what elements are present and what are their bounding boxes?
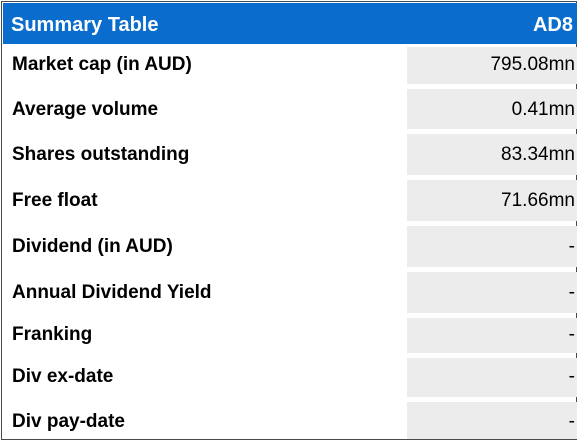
value-cell: -	[407, 272, 577, 313]
value-cell: -	[407, 318, 577, 353]
row-value: -	[568, 366, 575, 387]
value-cell: 83.34mn	[407, 134, 577, 175]
table-row-dividend: Dividend (in AUD) -	[3, 226, 577, 267]
value-cell: -	[407, 358, 577, 397]
row-label: Market cap (in AUD)	[12, 54, 192, 75]
row-label: Annual Dividend Yield	[12, 282, 212, 303]
row-label: Average volume	[12, 99, 159, 120]
table-row-shares-outstanding: Shares outstanding 83.34mn	[3, 134, 577, 175]
table-row-average-volume: Average volume 0.41mn	[3, 89, 577, 129]
ticker-symbol: AD8	[532, 14, 573, 36]
value-cell: 71.66mn	[407, 180, 577, 221]
table-title: Summary Table	[11, 14, 159, 36]
row-value: 0.41mn	[511, 99, 575, 120]
value-cell: -	[407, 226, 577, 267]
value-cell: 795.08mn	[407, 47, 577, 84]
table-row-free-float: Free float 71.66mn	[3, 180, 577, 221]
table-row-market-cap: Market cap (in AUD) 795.08mn	[3, 47, 577, 84]
row-label: Free float	[12, 190, 98, 211]
row-value: -	[568, 411, 575, 432]
value-cell: 0.41mn	[407, 89, 577, 129]
row-value: 71.66mn	[501, 190, 575, 211]
row-value: -	[568, 324, 575, 345]
row-value: -	[568, 236, 575, 257]
table-row-franking: Franking -	[3, 318, 577, 353]
table-header: Summary Table AD8	[3, 3, 577, 44]
row-value: 83.34mn	[501, 144, 575, 165]
row-label: Div ex-date	[12, 366, 114, 387]
row-label: Div pay-date	[12, 411, 125, 432]
row-value: -	[568, 282, 575, 303]
table-row-div-pay-date: Div pay-date -	[3, 402, 577, 439]
row-label: Franking	[12, 324, 93, 345]
table-row-annual-dividend-yield: Annual Dividend Yield -	[3, 272, 577, 313]
row-value: 795.08mn	[490, 54, 575, 75]
value-cell: -	[407, 402, 577, 439]
table-row-div-ex-date: Div ex-date -	[3, 358, 577, 397]
row-label: Shares outstanding	[12, 144, 190, 165]
row-label: Dividend (in AUD)	[12, 236, 173, 257]
